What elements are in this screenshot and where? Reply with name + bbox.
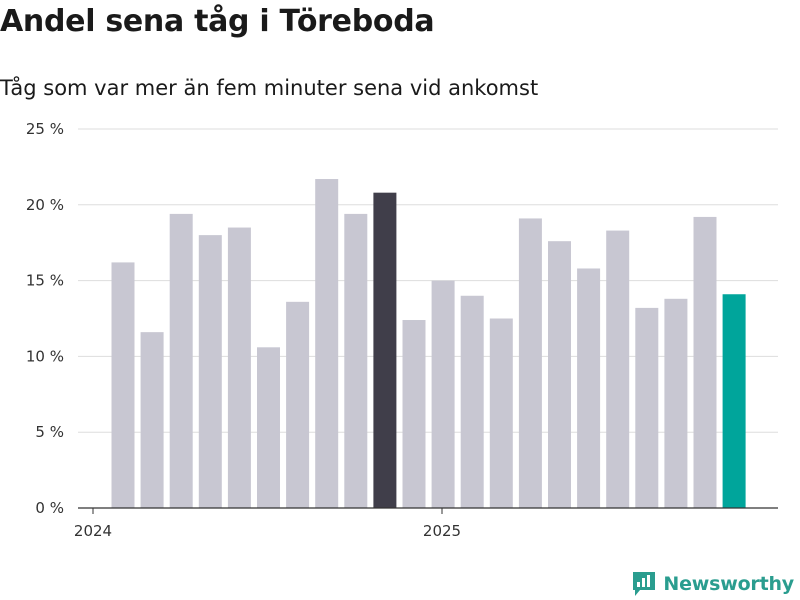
bar-2024-04	[198, 235, 222, 508]
bar-2025-01	[460, 295, 484, 508]
bar-2024-10	[373, 192, 397, 508]
y-tick-label: 25 %	[26, 120, 64, 138]
bar-2024-06	[257, 347, 280, 508]
bar-2024-11	[402, 320, 426, 508]
brand-logo: Newsworthy	[631, 570, 794, 598]
bar-2024-12	[431, 280, 455, 508]
bar-2024-07	[286, 301, 310, 508]
chart-title: Andel sena tåg i Töreboda	[0, 4, 435, 39]
bars	[111, 179, 746, 509]
y-tick-label: 10 %	[26, 347, 64, 365]
bar-2024-01	[111, 262, 135, 508]
axes: 0 % 5 % 10 % 15 % 20 % 25 % 2024 2025	[26, 120, 778, 540]
y-tick-label: 0 %	[35, 499, 64, 517]
bar-2025-05	[577, 268, 601, 508]
y-tick-label: 15 %	[26, 272, 64, 290]
bar-2025-10	[722, 294, 746, 508]
bar-2024-09	[344, 213, 368, 508]
x-tick-label-2025: 2025	[423, 522, 461, 540]
bar-2025-04	[548, 241, 571, 508]
y-tick-label: 5 %	[35, 423, 64, 441]
bar-2024-08	[315, 179, 339, 508]
bar-2025-03	[518, 218, 542, 508]
bar-2025-06	[606, 230, 630, 508]
bar-chart: 0 % 5 % 10 % 15 % 20 % 25 % 2024 2025	[26, 120, 778, 540]
bar-2025-07	[635, 307, 659, 508]
y-tick-label: 20 %	[26, 196, 64, 214]
bar-2025-09	[693, 216, 717, 509]
brand-name: Newsworthy	[663, 573, 794, 595]
bar-2025-02	[489, 318, 513, 508]
x-tick-label-2024: 2024	[74, 522, 112, 540]
bar-2025-08	[664, 298, 688, 508]
bar-2024-03	[169, 213, 193, 508]
bar-2024-05	[227, 227, 251, 509]
grid-lines	[78, 128, 778, 433]
bar-2024-02	[140, 332, 164, 508]
chart-subtitle: Tåg som var mer än fem minuter sena vid …	[0, 76, 539, 100]
newsworthy-logo-icon	[633, 572, 656, 596]
